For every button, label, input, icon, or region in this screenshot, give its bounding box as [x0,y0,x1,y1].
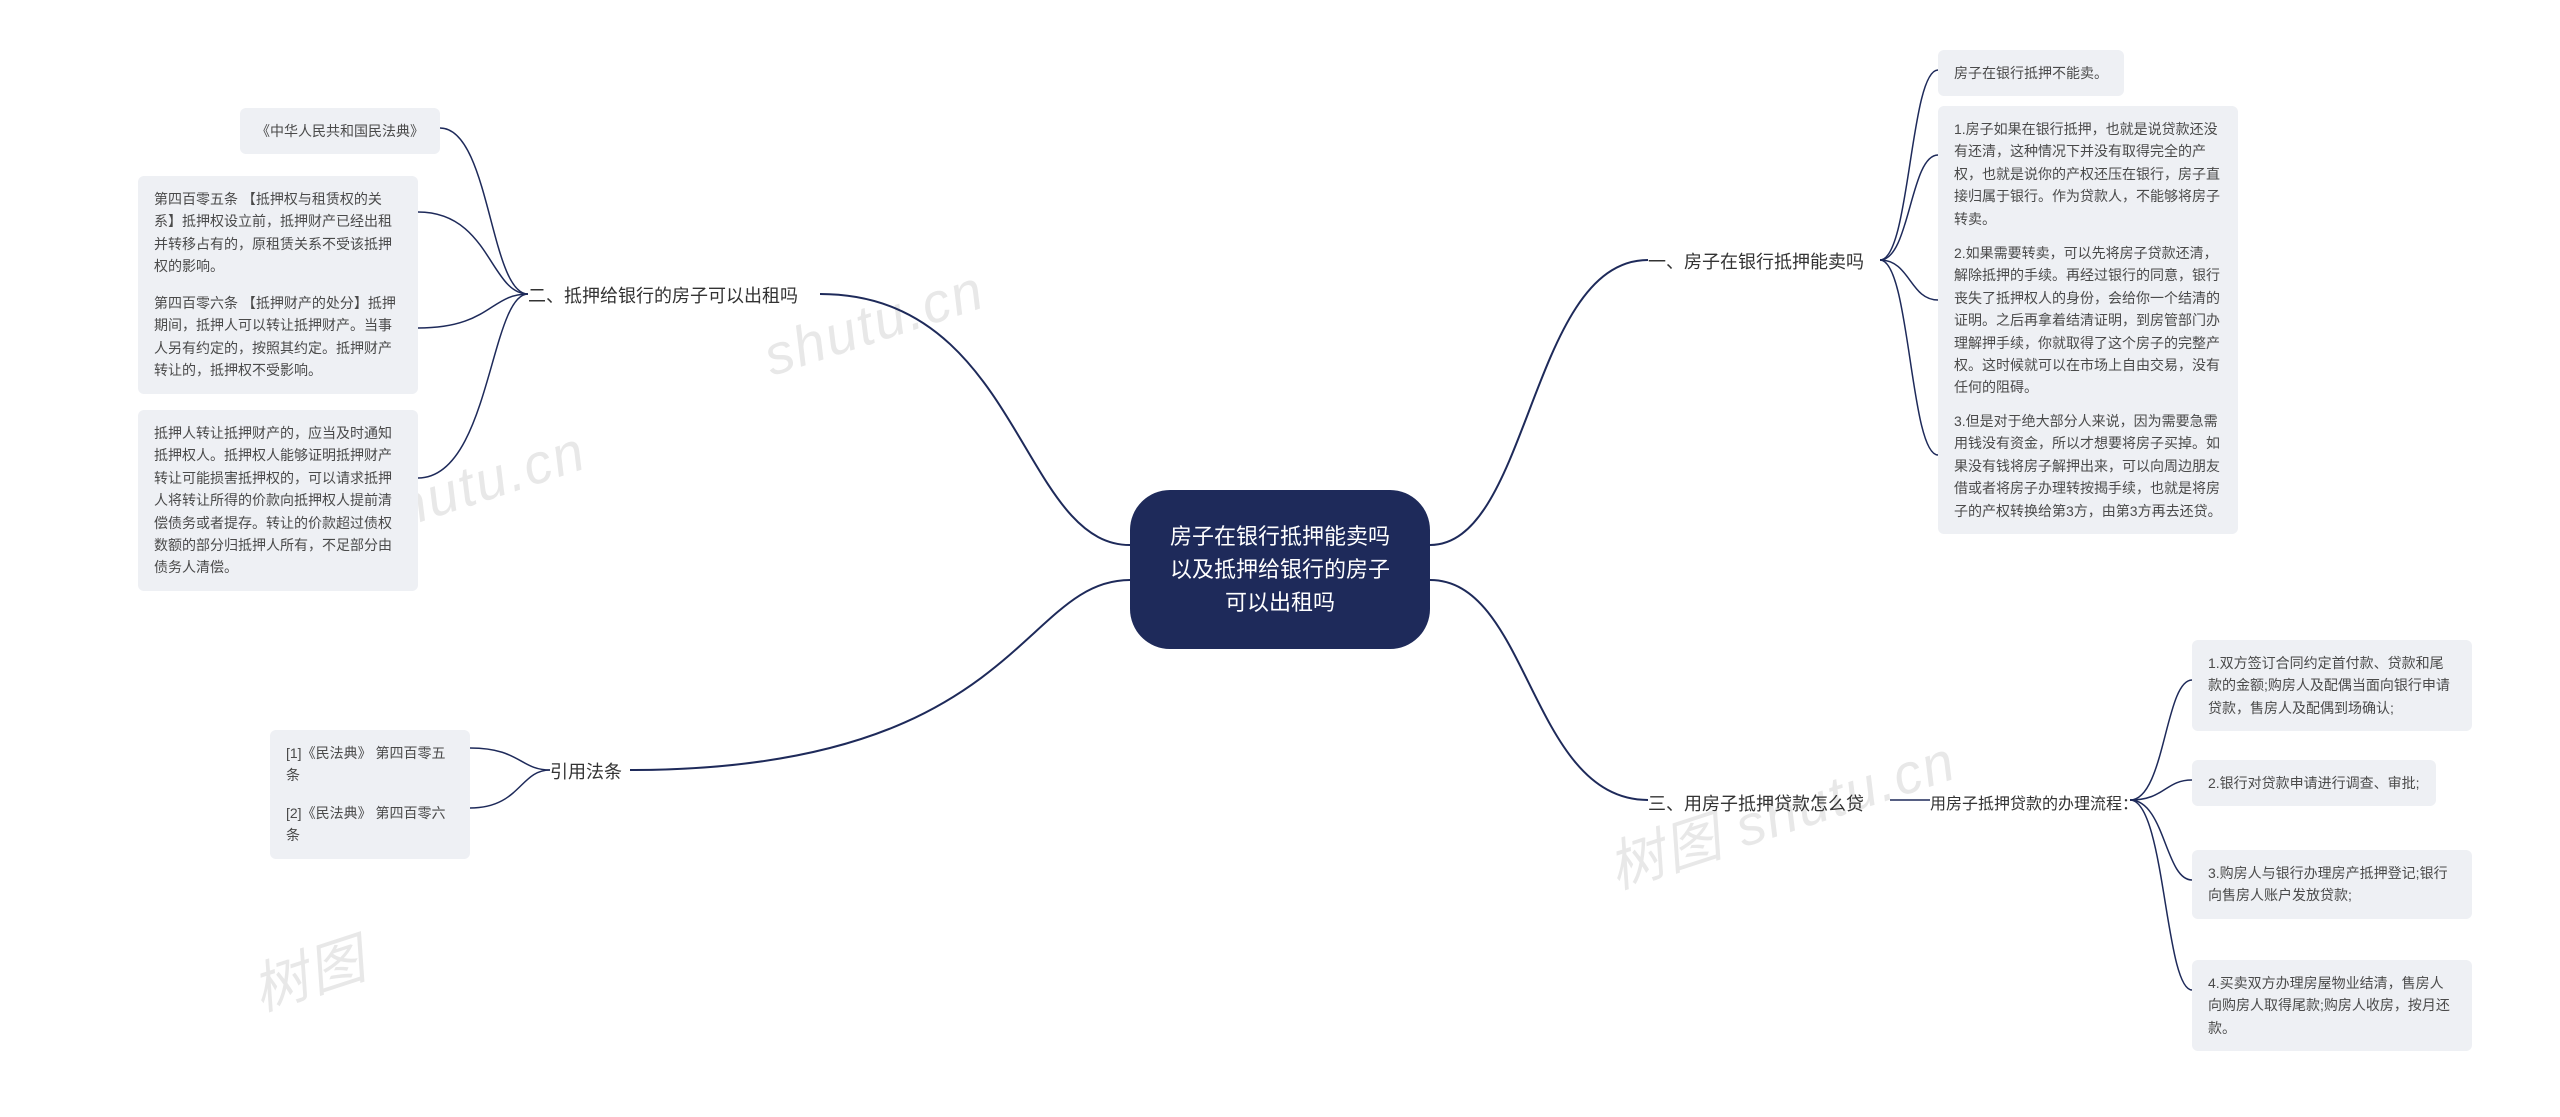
watermark-3: 树图 [240,914,375,1027]
branch-3[interactable]: 三、用房子抵押贷款怎么贷 [1648,790,1864,816]
leaf-b1-2[interactable]: 2.如果需要转卖，可以先将房子贷款还清，解除抵押的手续。再经过银行的同意，银行丧… [1938,230,2238,411]
leaf-b3-0[interactable]: 1.双方签订合同约定首付款、贷款和尾款的金额;购房人及配偶当面向银行申请贷款，售… [2192,640,2472,731]
leaf-b2-0[interactable]: 《中华人民共和国民法典》 [240,108,440,154]
watermark-2: shutu.cn [756,256,993,388]
leaf-b1-0[interactable]: 房子在银行抵押不能卖。 [1938,50,2124,96]
branch-1[interactable]: 一、房子在银行抵押能卖吗 [1648,248,1864,274]
leaf-b4-1[interactable]: [2]《民法典》 第四百零六条 [270,790,470,859]
leaf-b3-3[interactable]: 4.买卖双方办理房屋物业结清，售房人向购房人取得尾款;购房人收房，按月还款。 [2192,960,2472,1051]
branch-3-sub[interactable]: 用房子抵押贷款的办理流程： [1930,790,2138,814]
leaf-b2-1[interactable]: 第四百零五条 【抵押权与租赁权的关系】抵押权设立前，抵押财产已经出租并转移占有的… [138,176,418,290]
leaf-b3-2[interactable]: 3.购房人与银行办理房产抵押登记;银行向售房人账户发放贷款; [2192,850,2472,919]
leaf-b1-1[interactable]: 1.房子如果在银行抵押，也就是说贷款还没有还清，这种情况下并没有取得完全的产权，… [1938,106,2238,242]
leaf-b2-2[interactable]: 第四百零六条 【抵押财产的处分】抵押期间，抵押人可以转让抵押财产。当事人另有约定… [138,280,418,394]
leaf-b4-0[interactable]: [1]《民法典》 第四百零五条 [270,730,470,799]
branch-2[interactable]: 二、抵押给银行的房子可以出租吗 [528,282,798,308]
center-topic[interactable]: 房子在银行抵押能卖吗以及抵押给银行的房子可以出租吗 [1130,490,1430,649]
branch-4[interactable]: 引用法条 [550,758,622,784]
leaf-b3-1[interactable]: 2.银行对贷款申请进行调查、审批; [2192,760,2436,806]
leaf-b2-3[interactable]: 抵押人转让抵押财产的，应当及时通知抵押权人。抵押权人能够证明抵押财产转让可能损害… [138,410,418,591]
leaf-b1-3[interactable]: 3.但是对于绝大部分人来说，因为需要急需用钱没有资金，所以才想要将房子买掉。如果… [1938,398,2238,534]
